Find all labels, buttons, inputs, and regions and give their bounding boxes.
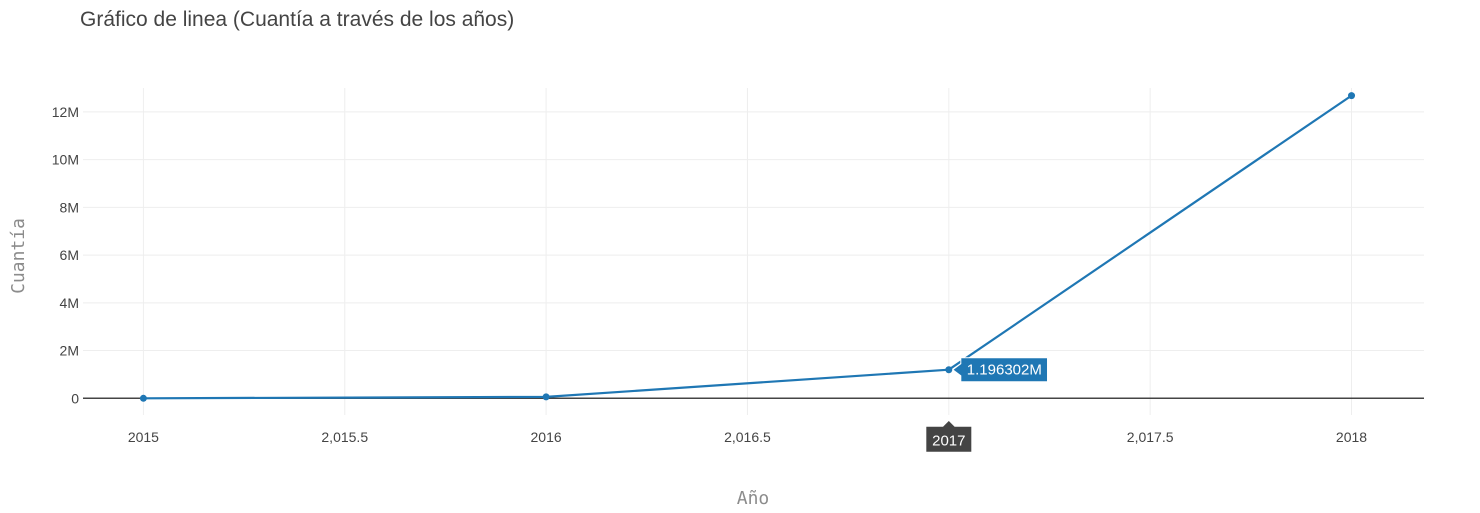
x-tick-label: 2,015.5	[321, 429, 368, 445]
series-line	[143, 94, 1353, 400]
y-tick-label: 6M	[60, 247, 79, 263]
hover-y-label: 1.196302M	[967, 362, 1042, 379]
hover-labels: 1.196302M 2017	[925, 357, 1049, 453]
chart-title: Gráfico de linea (Cuantía a través de lo…	[80, 8, 514, 31]
x-tick-label: 2,016.5	[724, 429, 771, 445]
data-point[interactable]	[542, 393, 550, 401]
x-tick-label: 2016	[531, 429, 562, 445]
hover-x-label: 2017	[932, 432, 965, 449]
x-tick-label: 2,017.5	[1127, 429, 1174, 445]
x-axis-title: Año	[737, 488, 770, 509]
hover-y-box	[951, 357, 1049, 383]
y-axis-title: Cuantía	[8, 218, 29, 294]
series-layer	[139, 92, 1356, 402]
y-tick-label: 4M	[60, 295, 79, 311]
axes: 20152,015.520162,016.520172,017.5201802M…	[52, 104, 1424, 445]
x-tick-label: 2018	[1336, 429, 1367, 445]
y-tick-label: 12M	[52, 104, 79, 120]
y-tick-label: 10M	[52, 152, 79, 168]
y-tick-label: 0	[71, 390, 79, 406]
data-point[interactable]	[139, 394, 147, 402]
x-tick-label: 2015	[128, 429, 159, 445]
y-tick-label: 8M	[60, 199, 79, 215]
hover-x-box	[925, 419, 973, 453]
y-tick-label: 2M	[60, 343, 79, 359]
data-point[interactable]	[945, 366, 953, 374]
grid	[83, 88, 1424, 415]
data-point[interactable]	[1348, 92, 1356, 100]
